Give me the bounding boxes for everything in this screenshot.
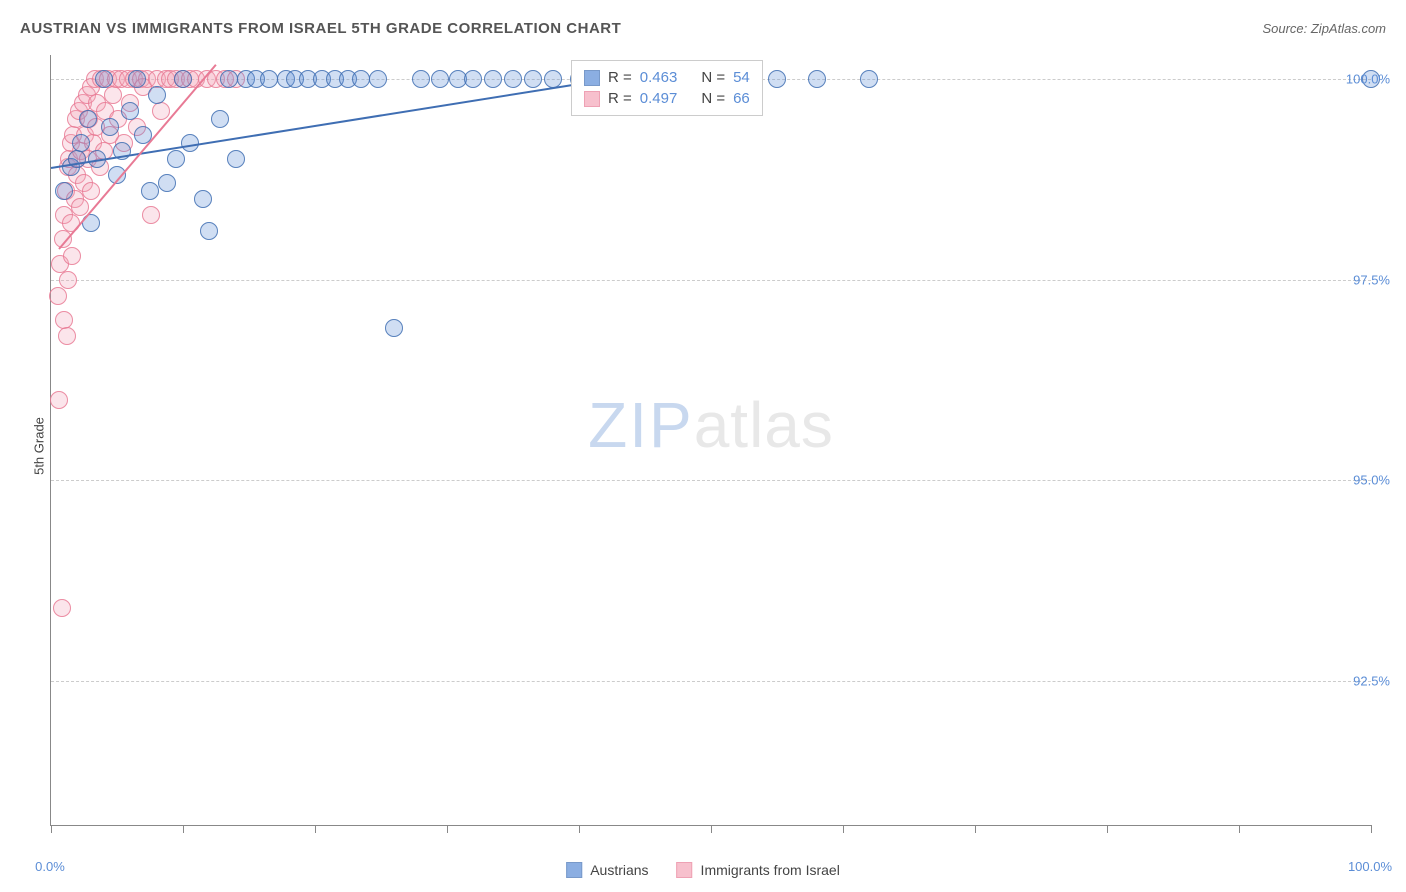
- data-point-outline: [152, 102, 170, 120]
- data-point-outline: [412, 70, 430, 88]
- r-value: 0.463: [640, 69, 678, 86]
- data-point-outline: [141, 182, 159, 200]
- chart-header: AUSTRIAN VS IMMIGRANTS FROM ISRAEL 5TH G…: [20, 20, 1386, 37]
- swatch-icon: [584, 91, 600, 107]
- watermark: ZIPatlas: [588, 388, 834, 462]
- chart-source: Source: ZipAtlas.com: [1262, 21, 1386, 36]
- data-point-outline: [148, 86, 166, 104]
- stats-legend-row: R = 0.463 N = 54: [584, 67, 750, 88]
- watermark-zip: ZIP: [588, 389, 694, 461]
- data-point-outline: [167, 150, 185, 168]
- legend-label: Immigrants from Israel: [701, 862, 840, 878]
- x-tick: [1371, 825, 1372, 833]
- data-point-outline: [49, 287, 67, 305]
- data-point-outline: [369, 70, 387, 88]
- data-point-outline: [352, 70, 370, 88]
- data-point-outline: [227, 150, 245, 168]
- x-tick: [1107, 825, 1108, 833]
- data-point-outline: [95, 70, 113, 88]
- data-point-outline: [768, 70, 786, 88]
- x-tick: [315, 825, 316, 833]
- n-label: N =: [701, 69, 725, 86]
- r-value: 0.497: [640, 90, 678, 107]
- x-tick: [183, 825, 184, 833]
- data-point-outline: [59, 271, 77, 289]
- data-point-outline: [58, 327, 76, 345]
- x-tick: [975, 825, 976, 833]
- swatch-icon: [584, 70, 600, 86]
- chart-title: AUSTRIAN VS IMMIGRANTS FROM ISRAEL 5TH G…: [20, 20, 621, 37]
- data-point-outline: [504, 70, 522, 88]
- data-point-outline: [200, 222, 218, 240]
- data-point-outline: [194, 190, 212, 208]
- r-label: R =: [608, 69, 632, 86]
- y-tick-label: 97.5%: [1353, 272, 1390, 287]
- data-point-outline: [55, 182, 73, 200]
- data-point-outline: [62, 214, 80, 232]
- data-point-outline: [260, 70, 278, 88]
- swatch-icon: [677, 862, 693, 878]
- y-tick-label: 100.0%: [1346, 72, 1390, 87]
- data-point-outline: [174, 70, 192, 88]
- legend-item-immigrants: Immigrants from Israel: [677, 862, 840, 878]
- x-tick: [1239, 825, 1240, 833]
- x-tick-label: 0.0%: [35, 859, 65, 874]
- gridline: [51, 480, 1371, 481]
- data-point-outline: [524, 70, 542, 88]
- legend-item-austrians: Austrians: [566, 862, 648, 878]
- data-point-outline: [211, 110, 229, 128]
- x-tick: [51, 825, 52, 833]
- data-point-outline: [79, 110, 97, 128]
- data-point-outline: [220, 70, 238, 88]
- gridline: [51, 280, 1371, 281]
- y-tick-label: 92.5%: [1353, 673, 1390, 688]
- plot-area: ZIPatlas R = 0.463 N = 54 R = 0.497 N = 66: [50, 55, 1371, 826]
- y-tick-label: 95.0%: [1353, 473, 1390, 488]
- data-point-outline: [808, 70, 826, 88]
- data-point-outline: [53, 599, 71, 617]
- data-point-outline: [860, 70, 878, 88]
- data-point-outline: [484, 70, 502, 88]
- x-tick: [447, 825, 448, 833]
- n-value: 54: [733, 69, 750, 86]
- data-point-outline: [128, 70, 146, 88]
- n-label: N =: [701, 90, 725, 107]
- gridline: [51, 681, 1371, 682]
- data-point-outline: [82, 182, 100, 200]
- data-point-outline: [72, 134, 90, 152]
- x-tick: [843, 825, 844, 833]
- x-tick: [711, 825, 712, 833]
- r-label: R =: [608, 90, 632, 107]
- data-point-outline: [101, 118, 119, 136]
- legend-label: Austrians: [590, 862, 648, 878]
- watermark-atlas: atlas: [694, 389, 834, 461]
- n-value: 66: [733, 90, 750, 107]
- y-axis-label: 5th Grade: [31, 417, 46, 475]
- data-point-outline: [431, 70, 449, 88]
- bottom-legend: Austrians Immigrants from Israel: [566, 862, 840, 878]
- data-point-outline: [63, 247, 81, 265]
- data-point-outline: [121, 102, 139, 120]
- stats-legend-row: R = 0.497 N = 66: [584, 88, 750, 109]
- data-point-outline: [104, 86, 122, 104]
- data-point-outline: [50, 391, 68, 409]
- x-tick: [579, 825, 580, 833]
- data-point-outline: [158, 174, 176, 192]
- swatch-icon: [566, 862, 582, 878]
- data-point-outline: [385, 319, 403, 337]
- stats-legend: R = 0.463 N = 54 R = 0.497 N = 66: [571, 60, 763, 116]
- data-point-outline: [464, 70, 482, 88]
- data-point-outline: [142, 206, 160, 224]
- x-tick-label: 100.0%: [1348, 859, 1392, 874]
